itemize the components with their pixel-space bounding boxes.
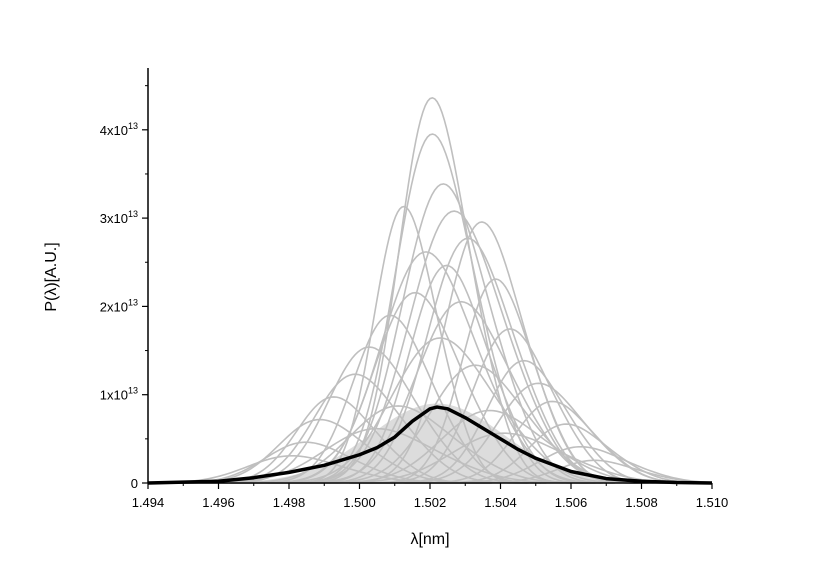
x-tick-label: 1.504 — [484, 495, 517, 510]
average-curve — [147, 405, 713, 485]
x-tick-label: 1.502 — [414, 495, 447, 510]
x-tick-label: 1.496 — [202, 495, 235, 510]
y-axis-label: P(λ)[A.U.] — [43, 242, 60, 311]
x-tick-label: 1.508 — [625, 495, 658, 510]
ensemble-curve — [192, 346, 542, 484]
y-ticks: 0 1x1013 2x1013 3x1013 4x1013 — [100, 85, 148, 491]
y-tick-label: 2x1013 — [100, 297, 138, 314]
ensemble-curve — [230, 337, 644, 484]
x-tick-label: 1.498 — [273, 495, 306, 510]
ensemble-curve — [287, 96, 573, 484]
y-tick-label: 1x1013 — [100, 386, 138, 403]
x-tick-label: 1.506 — [555, 495, 588, 510]
y-tick-label: 3x1013 — [100, 209, 138, 226]
x-tick-label: 1.510 — [696, 495, 729, 510]
ensemble-curve — [147, 455, 480, 484]
ensemble-curve — [188, 405, 601, 484]
x-tick-label: 1.500 — [343, 495, 376, 510]
x-axis-label: λ[nm] — [410, 531, 449, 548]
average-curve-layer — [147, 405, 713, 485]
y-tick-label: 0 — [131, 476, 138, 491]
ensemble-curves — [147, 96, 713, 484]
ensemble-curve — [237, 291, 587, 484]
y-tick-label: 4x1013 — [100, 121, 138, 138]
ensemble-base-fill — [148, 403, 712, 483]
x-tick-label: 1.494 — [132, 495, 165, 510]
ensemble-curve — [348, 328, 667, 484]
x-ticks: 1.494 1.496 1.498 1.500 1.502 1.504 1.506 1.508… — [132, 483, 729, 510]
ensemble-curve — [290, 237, 640, 484]
